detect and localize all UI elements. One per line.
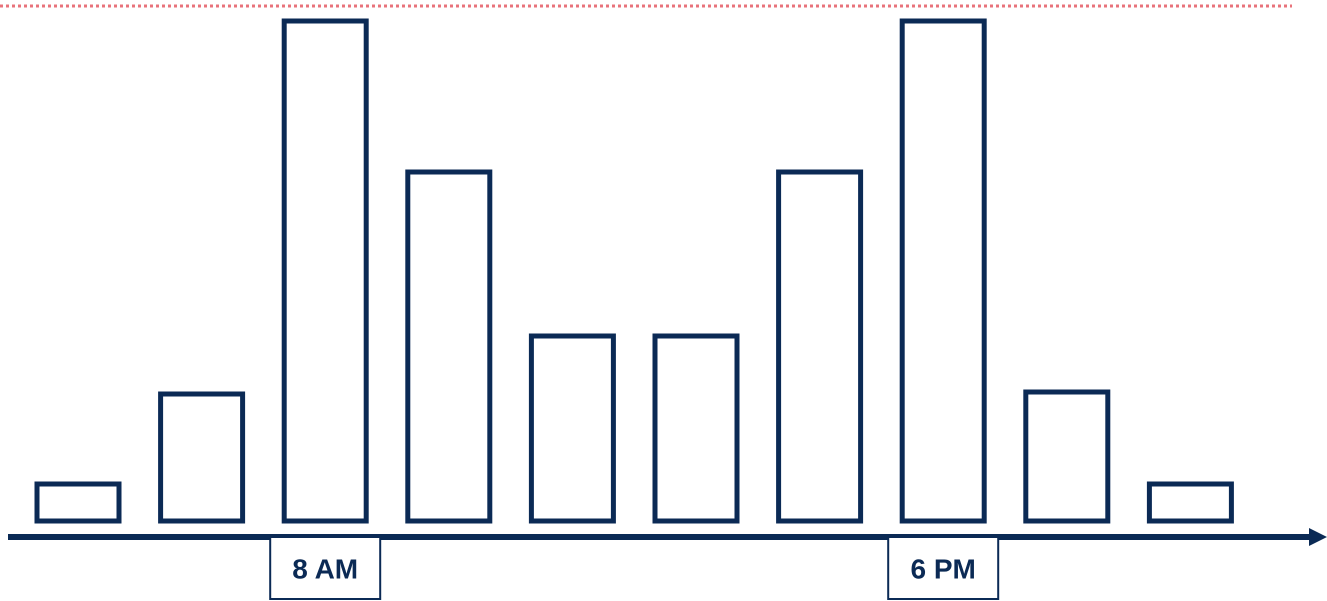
x-tick-label: 6 PM <box>911 553 976 584</box>
bar <box>1146 481 1234 524</box>
bar <box>158 391 246 524</box>
bar <box>1023 389 1111 524</box>
bar <box>899 18 987 524</box>
axis-arrow <box>1309 528 1327 546</box>
bar <box>652 333 740 524</box>
bar <box>405 169 493 524</box>
x-tick-label: 8 AM <box>292 553 358 584</box>
bar <box>281 18 369 524</box>
x-label-box <box>887 536 1000 600</box>
bar <box>34 481 122 524</box>
bar <box>776 169 864 524</box>
x-label-box <box>269 536 382 600</box>
bar <box>528 333 616 524</box>
